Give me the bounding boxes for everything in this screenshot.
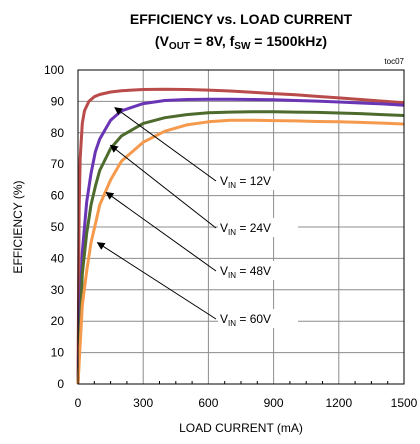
annotation-bg	[218, 171, 298, 190]
x-tick-label: 0	[75, 396, 82, 410]
series-line-4	[76, 118, 405, 385]
y-axis-label: EFFICIENCY (%)	[11, 180, 25, 273]
annotation-label: VIN = 12V	[220, 174, 271, 190]
y-tick-label: 0	[57, 377, 64, 391]
annotation-arrow	[96, 242, 217, 320]
series-annotations: VIN = 12V VIN = 24V VIN = 48V VIN = 60V	[96, 107, 298, 328]
y-tick-label: 30	[51, 283, 65, 297]
y-tick-label: 40	[51, 251, 65, 265]
y-tick-label: 70	[51, 157, 65, 171]
chart-subtitle: (VOUT = 8V, fSW = 1500kHz)	[155, 33, 327, 52]
annotation-label: VIN = 24V	[220, 221, 271, 237]
y-tick-label: 100	[44, 63, 64, 77]
y-tick-label: 90	[51, 94, 65, 108]
x-tick-label: 600	[198, 396, 218, 410]
annotation-bg	[218, 309, 298, 328]
y-tick-label: 10	[51, 346, 65, 360]
y-tick-label: 60	[51, 189, 65, 203]
series-line-1	[76, 87, 405, 385]
annotation-bg	[218, 261, 298, 280]
x-tick-label: 1200	[325, 396, 352, 410]
plot-grid	[78, 70, 404, 384]
annotation-label: VIN = 60V	[220, 312, 271, 328]
annotation-arrow	[109, 144, 217, 229]
y-tick-labels: 0 10 20 30 40 50 60 70 80 90 100	[44, 63, 64, 391]
x-tick-label: 300	[133, 396, 153, 410]
series-line-3	[76, 110, 405, 385]
chart-title: EFFICIENCY vs. LOAD CURRENT	[130, 11, 353, 27]
figure-id: toc07	[384, 57, 404, 66]
y-tick-label: 20	[51, 314, 65, 328]
x-axis-label: LOAD CURRENT (mA)	[179, 421, 303, 435]
x-tick-label: 900	[264, 396, 284, 410]
annotation-label: VIN = 48V	[220, 264, 271, 280]
y-tick-label: 50	[51, 220, 65, 234]
annotation-arrow	[105, 191, 217, 272]
plot-frame	[77, 69, 405, 385]
y-tick-label: 80	[51, 126, 65, 140]
x-tick-labels: 0 300 600 900 1200 1500	[75, 396, 418, 410]
annotation-arrow	[114, 107, 217, 182]
annotation-bg	[218, 218, 298, 237]
plot-series	[76, 87, 405, 385]
x-tick-label: 1500	[391, 396, 418, 410]
series-line-2	[76, 97, 405, 385]
